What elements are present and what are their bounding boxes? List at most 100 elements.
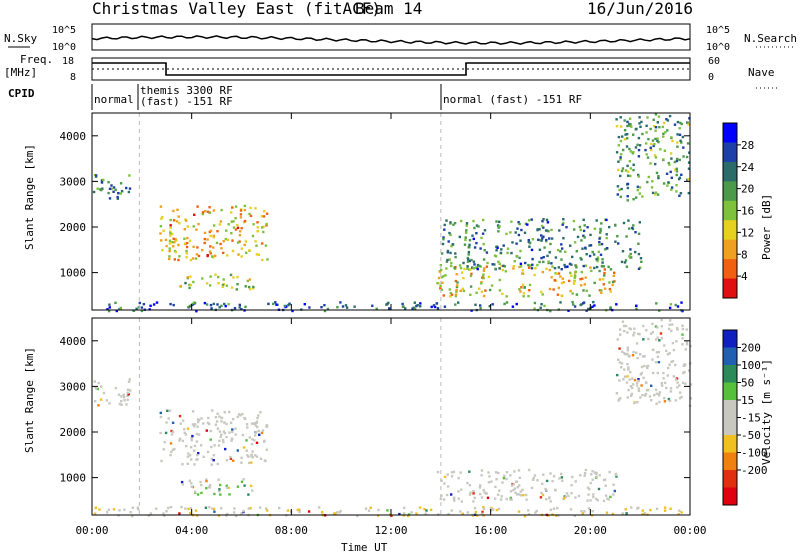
velocity-cell bbox=[591, 510, 594, 513]
velocity-cell bbox=[678, 509, 681, 512]
velocity-cell bbox=[503, 474, 506, 477]
velocity-cell bbox=[666, 374, 670, 377]
power-cell bbox=[459, 266, 463, 270]
velocity-cell bbox=[663, 344, 666, 347]
power-cell bbox=[625, 145, 629, 148]
power-cell bbox=[568, 279, 571, 283]
velocity-cell bbox=[676, 381, 679, 384]
velocity-cell bbox=[479, 492, 482, 496]
velocity-cell bbox=[225, 435, 228, 439]
power-cell bbox=[661, 125, 664, 129]
velocity-cell bbox=[569, 508, 573, 511]
power-cell bbox=[680, 301, 683, 304]
velocity-cell bbox=[608, 470, 611, 474]
power-cell bbox=[634, 250, 637, 254]
power-cell bbox=[679, 121, 682, 125]
velocity-cell bbox=[681, 324, 684, 327]
power-cell bbox=[471, 234, 474, 237]
power-cell bbox=[654, 113, 658, 116]
power-cell bbox=[619, 156, 622, 159]
power-cell bbox=[494, 267, 497, 271]
power-cell bbox=[536, 228, 539, 232]
power-cell bbox=[599, 229, 602, 232]
velocity-cell bbox=[505, 497, 508, 501]
velocity-cell bbox=[160, 459, 163, 463]
power-cell bbox=[118, 308, 121, 311]
power-cell bbox=[545, 267, 548, 270]
power-cell bbox=[213, 224, 216, 227]
nave-label: Nave bbox=[748, 66, 775, 79]
velocity-cell bbox=[126, 394, 129, 398]
power-cell bbox=[209, 245, 212, 248]
power-cell bbox=[515, 242, 518, 245]
power-cell bbox=[466, 267, 469, 270]
velocity-cell bbox=[224, 447, 227, 451]
power-cell bbox=[603, 274, 606, 277]
velocity-cell bbox=[440, 494, 443, 497]
velocity-cell bbox=[159, 431, 162, 435]
velocity-cell bbox=[674, 399, 677, 402]
power-cell bbox=[656, 139, 659, 142]
power-cell bbox=[454, 293, 458, 296]
velocity-cell bbox=[410, 511, 413, 514]
velocity-cell bbox=[501, 481, 504, 484]
power-cell bbox=[222, 251, 225, 255]
power-cell bbox=[442, 238, 445, 241]
power-cell bbox=[244, 285, 247, 288]
velocity-cell bbox=[641, 355, 645, 358]
velocity-cell bbox=[603, 478, 607, 481]
power-cell bbox=[582, 234, 585, 237]
velocity-cell bbox=[662, 377, 665, 380]
power-cell bbox=[189, 275, 192, 278]
velocity-cell bbox=[217, 514, 221, 517]
velocity-cell bbox=[474, 510, 477, 514]
velocity-cell bbox=[245, 423, 249, 426]
velocity-cell bbox=[230, 437, 234, 441]
power-cell bbox=[502, 244, 505, 247]
velocity-cell bbox=[213, 492, 216, 496]
power-cell bbox=[339, 301, 342, 304]
velocity-cell bbox=[579, 474, 582, 477]
power-cell bbox=[500, 248, 503, 251]
velocity-cell bbox=[647, 388, 650, 392]
power-cell bbox=[172, 209, 175, 213]
power-cell bbox=[440, 252, 444, 255]
power-cell bbox=[528, 289, 531, 292]
power-cell bbox=[326, 307, 330, 311]
power-cell bbox=[555, 272, 559, 275]
power-cell bbox=[546, 221, 550, 224]
power-cell bbox=[584, 264, 587, 267]
velocity-cell bbox=[549, 472, 552, 475]
power-cell bbox=[620, 187, 623, 191]
power-cell bbox=[498, 289, 502, 292]
power-cell bbox=[609, 306, 612, 309]
power-cell bbox=[192, 245, 195, 248]
velocity-cell bbox=[678, 384, 681, 387]
power-cell bbox=[518, 256, 521, 260]
power-cell bbox=[497, 260, 500, 263]
velocity-cell bbox=[561, 479, 564, 482]
power-cell bbox=[212, 302, 215, 306]
power-cell bbox=[201, 277, 204, 280]
power-cell bbox=[469, 285, 473, 288]
nave-tick-top: 60 bbox=[708, 56, 720, 67]
velocity-cell bbox=[678, 396, 682, 400]
power-cell bbox=[498, 262, 501, 265]
power-cell bbox=[522, 295, 525, 298]
power-cell bbox=[493, 263, 496, 266]
velocity-cell bbox=[219, 483, 222, 487]
power-cell bbox=[450, 293, 454, 296]
power-cell bbox=[659, 148, 662, 151]
power-cell bbox=[596, 256, 600, 259]
velocity-cell bbox=[670, 360, 673, 363]
power-cell bbox=[454, 279, 458, 283]
power-cell bbox=[177, 258, 180, 262]
power-cell bbox=[636, 143, 639, 146]
power-cell bbox=[675, 184, 678, 187]
power-cell bbox=[219, 242, 222, 246]
power-cell bbox=[530, 218, 533, 221]
velocity-cell bbox=[640, 371, 643, 375]
velocity-cell bbox=[655, 507, 659, 510]
power-cell bbox=[488, 305, 491, 308]
